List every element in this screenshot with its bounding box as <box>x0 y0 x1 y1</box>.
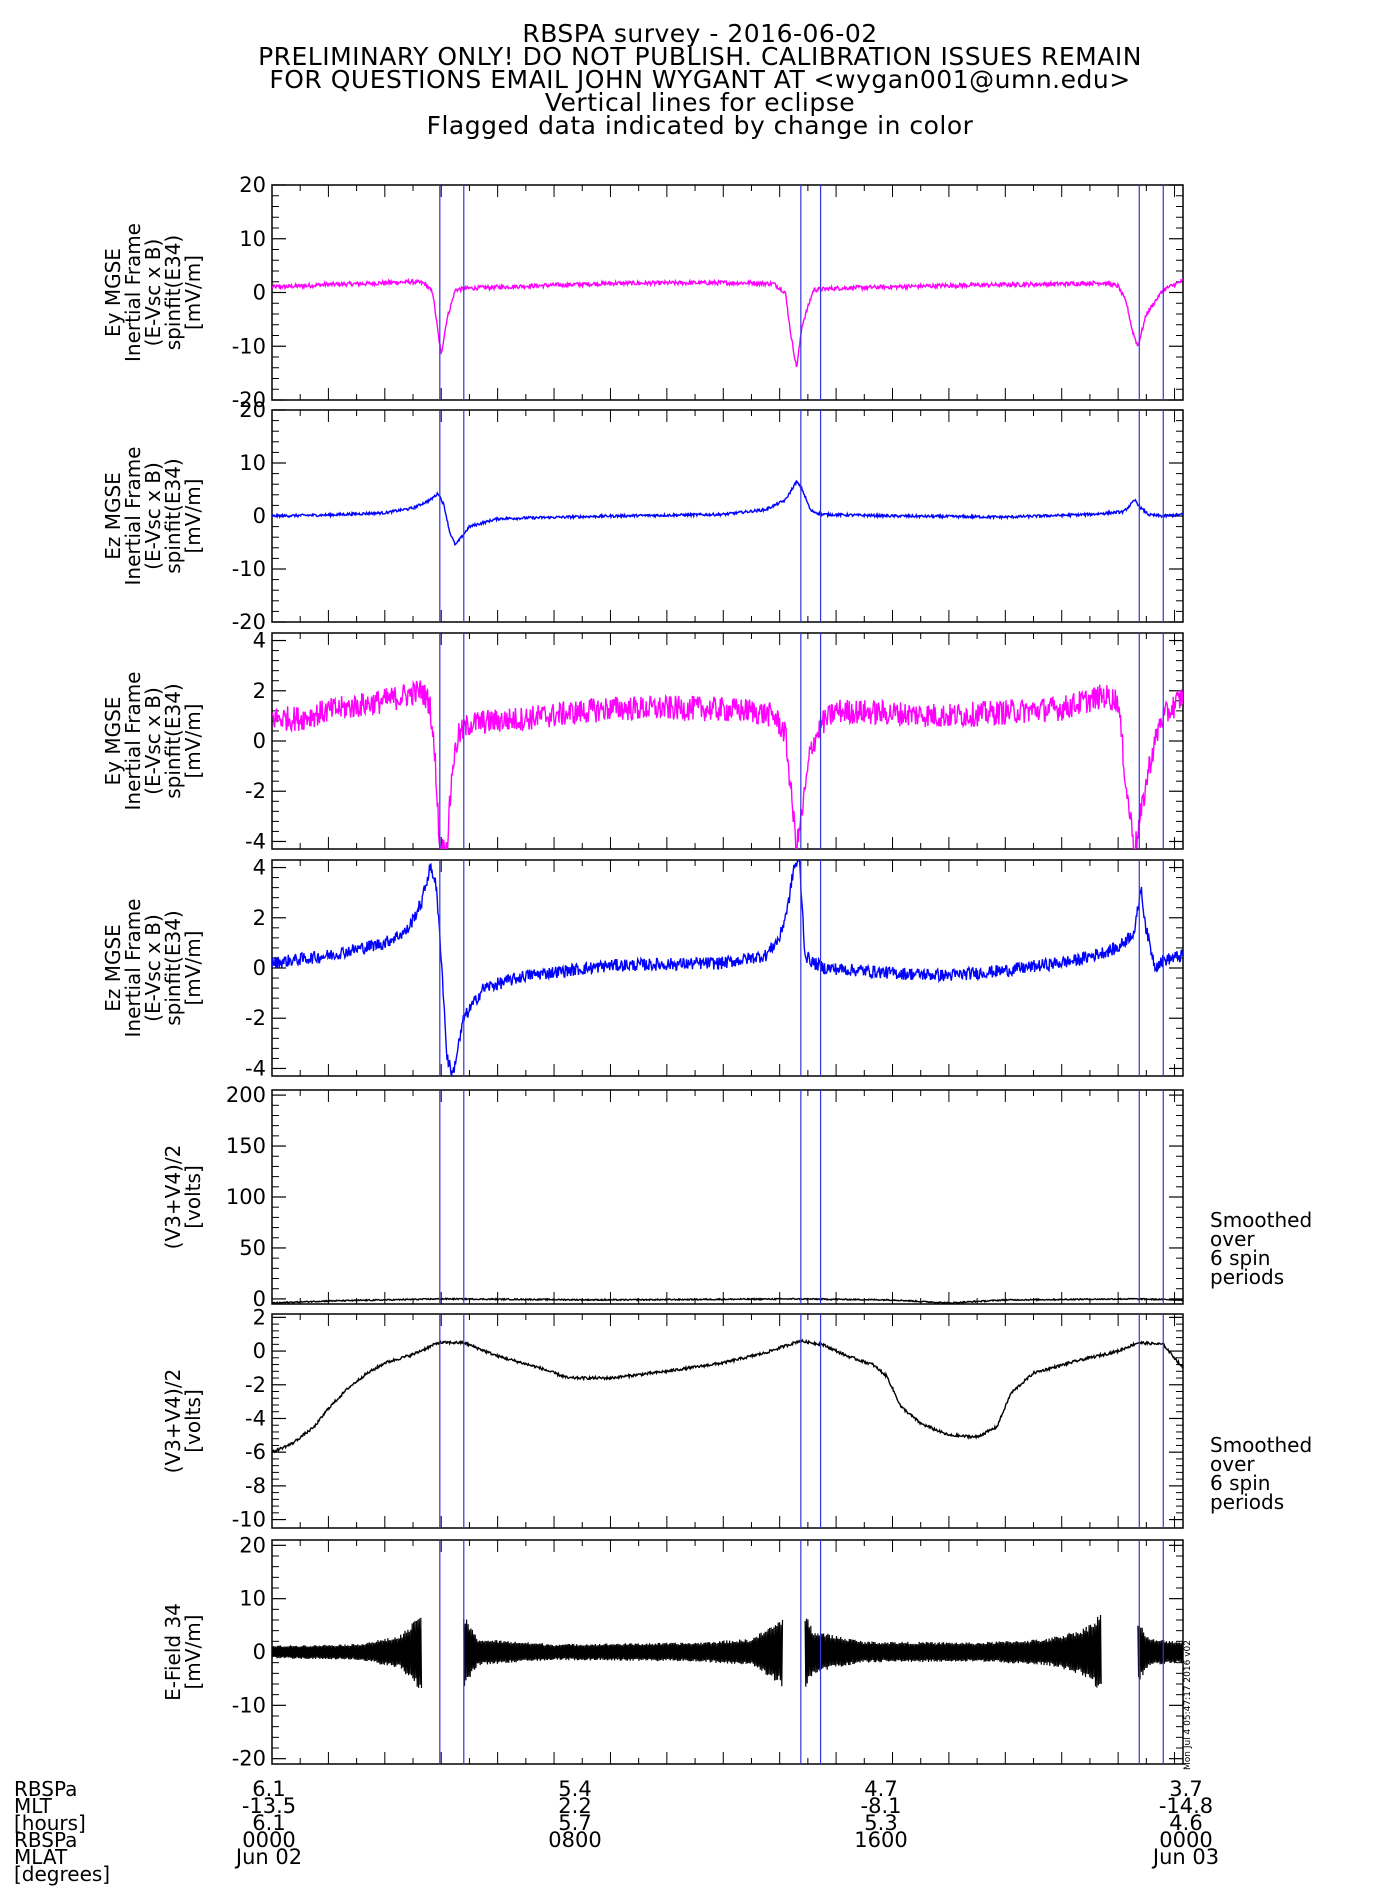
panel-v1: 200 150 100 50 0 (V3+V4)/2[volts] <box>161 1083 1184 1311</box>
time-column-3: 4.7 -8.1 5.3 1600 <box>854 1777 908 1852</box>
y-axis-label: E-Field 34 <box>161 1603 185 1701</box>
y-axis-label: (E-Vsc x B) <box>141 462 165 570</box>
y-tick-label: -20 <box>232 1747 266 1771</box>
y-axis-label: (E-Vsc x B) <box>141 239 165 347</box>
y-tick-label: 150 <box>226 1134 266 1158</box>
series-line <box>272 277 1183 368</box>
eclipse-note: Vertical lines for eclipse <box>544 88 856 117</box>
y-tick-label: -4 <box>245 829 266 853</box>
ephemeris-row-labels: RBSPa MLT [hours] RBSPa MLAT [degrees] <box>14 1777 111 1886</box>
y-tick-label: 2 <box>253 679 266 703</box>
y-axis-label: Ey MGSE <box>101 697 125 786</box>
y-axis-label: [volts] <box>181 1389 205 1453</box>
y-tick-label: -10 <box>232 1693 266 1717</box>
y-tick-label: -2 <box>245 1006 266 1030</box>
y-axis-label: (E-Vsc x B) <box>141 687 165 795</box>
efield-trace-segment <box>272 1617 423 1689</box>
y-tick-label: 10 <box>239 451 266 475</box>
efield-trace-segment <box>463 1618 784 1687</box>
y-tick-label: 0 <box>253 504 266 528</box>
chart-header: RBSPA survey - 2016-06-02 PRELIMINARY ON… <box>0 19 1400 140</box>
y-tick-label: -6 <box>245 1440 266 1464</box>
efield-trace-segment <box>804 1614 1102 1688</box>
panel-v2: 2 0 -2 -4 -6 -8 -10 (V3+V4)/2[volts] <box>161 1305 1184 1532</box>
y-tick-label: -20 <box>232 388 266 412</box>
y-tick-label: -10 <box>232 1508 266 1532</box>
y-axis-label: [mV/m] <box>181 1615 205 1690</box>
smoothing-note-panel6: Smoothed over 6 spin periods <box>1210 1433 1313 1514</box>
series-line <box>272 479 1183 546</box>
panel-e34: 20 10 0 -10 -20 E-Field 34[mV/m] <box>161 1533 1184 1771</box>
y-tick-label: -2 <box>245 779 266 803</box>
smoothing-note-panel5: Smoothed over 6 spin periods <box>1210 1208 1313 1289</box>
y-axis-label: spinfit(E34) <box>161 458 185 573</box>
panel-frame <box>271 1089 1184 1305</box>
y-axis-label: (V3+V4)/2 <box>161 1369 185 1474</box>
series-line <box>272 680 1183 849</box>
panel-frame <box>271 632 1184 850</box>
y-tick-label: 0 <box>253 281 266 305</box>
series-line <box>272 1297 1183 1304</box>
y-axis-label: [mV/m] <box>181 704 205 779</box>
y-axis-label: (V3+V4)/2 <box>161 1145 185 1250</box>
y-axis-label: Ez MGSE <box>101 924 125 1012</box>
y-tick-label: 10 <box>239 227 266 251</box>
chart-title: RBSPA survey - 2016-06-02 <box>522 19 878 48</box>
y-tick-label: 2 <box>253 1305 266 1329</box>
y-axis-label: Ey MGSE <box>101 248 125 337</box>
y-axis-label: (E-Vsc x B) <box>141 914 165 1022</box>
y-axis-label: spinfit(E34) <box>161 683 185 798</box>
y-axis-label: [mV/m] <box>181 479 205 554</box>
y-tick-label: 0 <box>253 956 266 980</box>
time-column-1: 6.1 -13.5 6.1 0000 Jun 02 <box>235 1777 303 1869</box>
y-tick-label: 0 <box>253 1640 266 1664</box>
y-axis-label: Inertial Frame <box>121 899 145 1038</box>
y-tick-label: -20 <box>232 610 266 634</box>
efield-trace-segment <box>1137 1625 1183 1680</box>
y-axis-label: Inertial Frame <box>121 223 145 362</box>
y-axis-label: Inertial Frame <box>121 672 145 811</box>
y-tick-label: 20 <box>239 1533 266 1557</box>
timestamp-stamp: Mon Jul 4 05:47:17 2016 v02 <box>1183 1640 1193 1770</box>
time-column-4: 3.7 -14.8 4.6 0000 Jun 03 <box>1152 1777 1220 1869</box>
time-column-2: 5.4 2.2 5.7 0800 <box>548 1777 602 1852</box>
y-axis-label: [mV/m] <box>181 931 205 1006</box>
flag-note: Flagged data indicated by change in colo… <box>426 111 974 140</box>
y-tick-label: 20 <box>239 173 266 197</box>
y-tick-label: 0 <box>253 1287 266 1311</box>
y-tick-label: 4 <box>253 856 266 880</box>
contact-line: FOR QUESTIONS EMAIL JOHN WYGANT AT <wyga… <box>269 65 1131 94</box>
y-tick-label: -10 <box>232 334 266 358</box>
y-axis-label: Ez MGSE <box>101 472 125 560</box>
y-tick-label: -4 <box>245 1056 266 1080</box>
y-tick-label: 0 <box>253 1339 266 1363</box>
y-tick-label: -2 <box>245 1373 266 1397</box>
y-tick-label: 10 <box>239 1587 266 1611</box>
y-tick-label: -8 <box>245 1474 266 1498</box>
y-tick-label: 100 <box>226 1185 266 1209</box>
series-line <box>272 1338 1183 1454</box>
y-axis-label: spinfit(E34) <box>161 235 185 350</box>
y-tick-label: 200 <box>226 1083 266 1107</box>
y-axis-label: Inertial Frame <box>121 447 145 586</box>
y-tick-label: 50 <box>239 1236 266 1260</box>
y-axis-label: [volts] <box>181 1165 205 1229</box>
y-tick-label: -4 <box>245 1406 266 1430</box>
y-tick-label: -10 <box>232 557 266 581</box>
panel-frame <box>271 1313 1184 1529</box>
y-tick-label: 4 <box>253 629 266 653</box>
y-tick-label: 20 <box>239 398 266 422</box>
y-tick-label: 0 <box>253 729 266 753</box>
panel-frame <box>271 184 1184 401</box>
y-axis-label: [mV/m] <box>181 255 205 330</box>
y-axis-label: spinfit(E34) <box>161 910 185 1025</box>
y-tick-label: 2 <box>253 906 266 930</box>
warning-line: PRELIMINARY ONLY! DO NOT PUBLISH. CALIBR… <box>258 42 1142 71</box>
series-line <box>272 860 1183 1076</box>
